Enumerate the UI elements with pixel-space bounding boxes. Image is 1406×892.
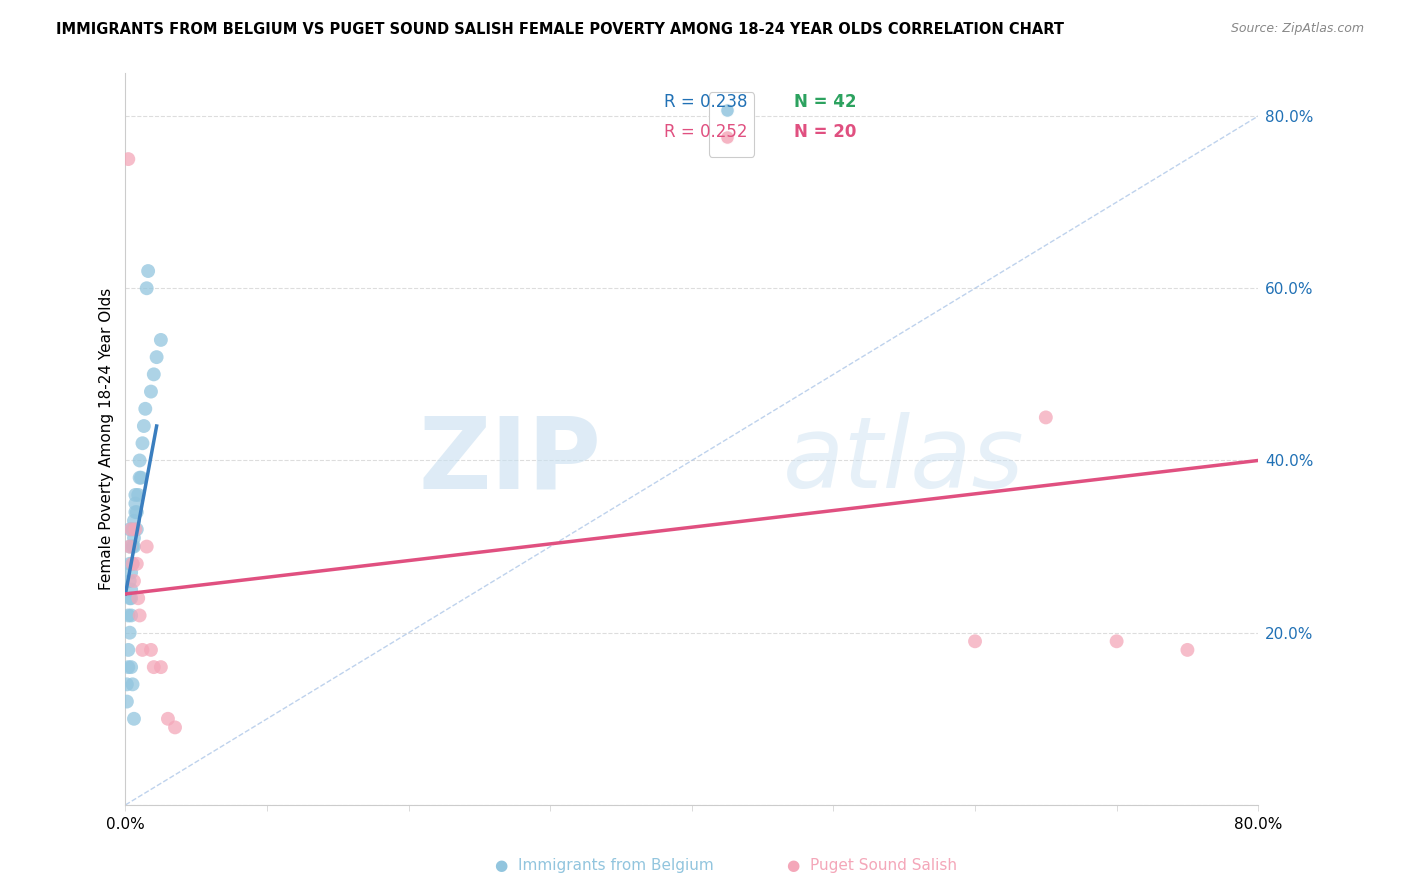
Point [122,712,145,726]
Point [118,557,141,571]
Point [122,531,145,545]
Point [118,591,141,606]
Point [131,643,153,657]
Point [135,281,157,295]
Point [145,350,167,364]
Point [118,625,141,640]
Point [128,608,150,623]
Point [120,591,142,606]
Text: atlas: atlas [783,412,1024,509]
Point [127,591,149,606]
Text: R = 0.252: R = 0.252 [664,122,747,141]
Point [1105,634,1128,648]
Point [163,720,186,734]
Point [117,660,139,674]
Point [120,566,142,580]
Point [118,574,141,588]
Point [128,471,150,485]
Y-axis label: Female Poverty Among 18-24 Year Olds: Female Poverty Among 18-24 Year Olds [100,288,114,591]
Point [142,660,165,674]
Point [120,522,142,536]
Point [117,608,139,623]
Point [115,695,138,709]
Point [963,634,986,648]
Point [117,152,139,166]
Text: ●  Puget Sound Salish: ● Puget Sound Salish [787,858,956,872]
Point [156,712,179,726]
Point [122,514,145,528]
Point [125,522,148,536]
Point [129,471,152,485]
Point [149,333,172,347]
Point [118,540,141,554]
Text: N = 42: N = 42 [794,94,856,112]
Point [131,436,153,450]
Point [136,264,159,278]
Point [122,574,145,588]
Point [125,557,148,571]
Point [124,488,146,502]
Point [132,419,155,434]
Point [120,608,142,623]
Point [125,505,148,519]
Point [1035,410,1057,425]
Legend: , : , [709,92,754,157]
Point [128,453,150,467]
Point [121,557,143,571]
Point [124,496,146,510]
Point [118,540,141,554]
Point [142,368,165,382]
Point [139,384,162,399]
Point [121,522,143,536]
Point [134,401,156,416]
Point [135,540,157,554]
Point [117,643,139,657]
Point [149,660,172,674]
Point [121,677,143,691]
Point [115,677,138,691]
Point [1177,643,1199,657]
Point [121,557,143,571]
Text: IMMIGRANTS FROM BELGIUM VS PUGET SOUND SALISH FEMALE POVERTY AMONG 18-24 YEAR OL: IMMIGRANTS FROM BELGIUM VS PUGET SOUND S… [56,22,1064,37]
Point [124,522,146,536]
Point [120,660,142,674]
Text: ●  Immigrants from Belgium: ● Immigrants from Belgium [495,858,714,872]
Text: Source: ZipAtlas.com: Source: ZipAtlas.com [1230,22,1364,36]
Text: N = 20: N = 20 [794,122,856,141]
Point [121,540,143,554]
Point [139,643,162,657]
Point [120,582,142,597]
Text: R = 0.238: R = 0.238 [664,94,747,112]
Point [124,505,146,519]
Point [118,522,141,536]
Text: ZIP: ZIP [419,412,602,509]
Point [127,488,149,502]
Point [122,540,145,554]
